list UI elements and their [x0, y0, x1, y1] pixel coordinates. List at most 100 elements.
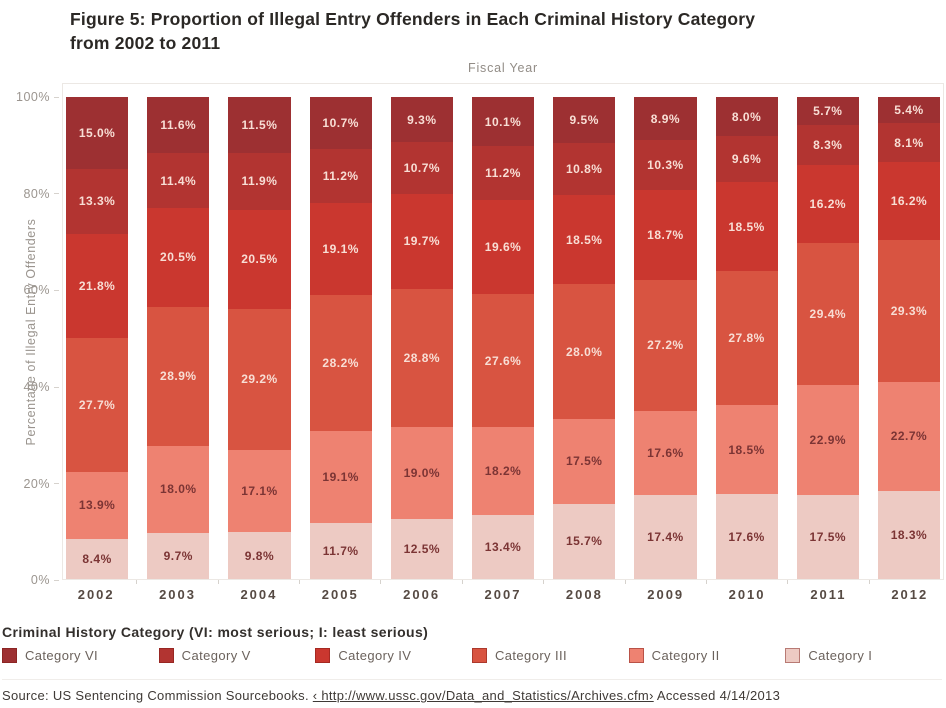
legend-swatch-category-vi [2, 648, 17, 664]
segment-category-i-2009: 17.4% [634, 495, 697, 580]
y-tick-label: 0% [30, 573, 50, 588]
segment-category-iv-2007: 19.6% [471, 199, 535, 295]
segment-value-label: 21.8% [78, 278, 116, 293]
segment-category-i-2005: 11.7% [309, 522, 372, 580]
segment-category-v-2002: 13.3% [66, 169, 129, 234]
segment-category-ii-2009: 17.6% [634, 410, 697, 496]
segment-value-label: 19.1% [322, 469, 359, 484]
x-axis-title: Fiscal Year [468, 61, 538, 76]
segment-category-iv-2009: 18.7% [634, 189, 697, 280]
segment-value-label: 28.0% [565, 344, 603, 359]
segment-value-label: 15.7% [565, 534, 603, 549]
x-tick-label-2012: 2012 [891, 587, 929, 603]
segment-category-ii-2007: 18.2% [471, 427, 535, 515]
segment-category-iii-2006: 28.8% [390, 288, 453, 428]
segment-value-label: 5.7% [813, 103, 843, 118]
segment-category-vi-2004: 11.5% [228, 97, 291, 153]
segment-category-iv-2003: 20.5% [147, 207, 210, 307]
segment-value-label: 9.6% [731, 151, 762, 166]
source-text: Source: US Sentencing Commission Sourceb… [2, 688, 309, 704]
y-tick-label: 60% [23, 283, 50, 298]
segment-category-i-2003: 9.7% [147, 532, 210, 580]
segment-category-iii-2008: 28.0% [553, 284, 616, 420]
y-tick-80: 80% [23, 187, 59, 201]
x-tick-label-2003: 2003 [146, 580, 220, 602]
bar-2005: 10.7% 11.2% 19.1% 28.2% 19.1% 11.7% [309, 97, 372, 580]
figure-title-line1: Figure 5: Proportion of Illegal Entry Of… [70, 9, 756, 29]
legend-label-category-v: Category V [181, 648, 251, 664]
source-accessed-text: Accessed 4/14/2013 [656, 688, 781, 704]
segment-value-label: 22.7% [890, 429, 928, 444]
segment-category-iv-2004: 20.5% [228, 210, 291, 309]
segment-category-iii-2007: 27.6% [471, 294, 535, 428]
segment-category-v-2011: 8.3% [796, 124, 859, 165]
segment-value-label: 18.0% [160, 482, 197, 497]
segment-value-label: 18.5% [565, 232, 603, 247]
x-tick-label-2002: 2002 [65, 580, 138, 602]
segment-category-vi-2010: 8.0% [715, 97, 778, 136]
stacked-bar-chart: Percentage of Illegal Entry Offenders 0%… [0, 83, 946, 602]
bar-2008: 9.5% 10.8% 18.5% 28.0% 17.5% 15.7% [553, 97, 616, 580]
segment-value-label: 8.1% [894, 135, 924, 150]
segment-category-vi-2009: 8.9% [634, 97, 697, 141]
segment-category-iii-2004: 29.2% [228, 308, 291, 450]
x-tick-label-2007: 2007 [472, 580, 545, 602]
legend-label-category-iii: Category III [495, 648, 567, 664]
segment-value-label: 17.5% [809, 530, 847, 545]
y-tick-mark [54, 289, 59, 291]
bar-2012: 5.4% 8.1% 16.2% 29.3% 22.7% 18.3% [877, 97, 941, 580]
legend-swatch-category-iii [472, 648, 487, 664]
segment-category-v-2005: 11.2% [309, 148, 372, 203]
segment-category-ii-2005: 19.1% [309, 430, 372, 523]
bar-2011: 5.7% 8.3% 16.2% 29.4% 22.9% 17.5% [796, 97, 859, 580]
segment-category-v-2010: 9.6% [715, 135, 778, 183]
y-tick-label: 80% [23, 186, 50, 201]
segment-value-label: 9.3% [407, 112, 437, 127]
segment-category-iii-2003: 28.9% [147, 306, 210, 446]
segment-category-i-2004: 9.8% [228, 531, 291, 580]
segment-value-label: 18.3% [890, 528, 928, 543]
y-tick-60: 60% [23, 283, 59, 297]
segment-value-label: 13.4% [484, 539, 522, 554]
y-tick-100: 100% [16, 90, 59, 104]
segment-value-label: 11.2% [485, 165, 521, 180]
segment-value-label: 10.7% [403, 160, 441, 175]
segment-category-iii-2010: 27.8% [715, 271, 778, 406]
segment-category-v-2009: 10.3% [634, 140, 697, 190]
figure-title-line2: from 2002 to 2011 [70, 32, 221, 53]
segment-category-v-2007: 11.2% [471, 145, 535, 200]
segment-value-label: 28.8% [403, 350, 441, 365]
segment-value-label: 16.2% [809, 196, 847, 211]
legend-item-category-iii: Category III [472, 648, 629, 664]
segment-category-ii-2011: 22.9% [796, 384, 859, 495]
x-tick-label-2004: 2004 [228, 580, 301, 602]
segment-value-label: 11.9% [241, 174, 278, 189]
segment-category-iv-2010: 18.5% [715, 182, 778, 272]
legend-label-category-ii: Category II [651, 648, 720, 664]
segment-value-label: 9.8% [244, 548, 275, 563]
segment-value-label: 27.6% [484, 353, 522, 368]
segment-category-i-2002: 8.4% [66, 538, 129, 580]
legend-label-category-iv: Category IV [338, 648, 412, 664]
segment-category-iii-2002: 27.7% [66, 338, 129, 472]
segment-value-label: 17.1% [241, 483, 278, 498]
segment-value-label: 8.0% [731, 109, 762, 124]
segment-category-iv-2006: 19.7% [390, 193, 453, 289]
segment-value-label: 18.5% [728, 442, 765, 457]
segment-value-label: 8.4% [82, 551, 112, 566]
segment-value-label: 17.6% [728, 529, 765, 544]
segment-value-label: 11.5% [241, 117, 278, 132]
segment-category-iv-2011: 16.2% [796, 164, 859, 243]
segment-category-v-2003: 11.4% [147, 153, 210, 208]
source-link[interactable]: ‹ http://www.ussc.gov/Data_and_Statistic… [312, 688, 654, 704]
y-axis-ticks: 0% 20% 40% 60% 80% 100% [5, 90, 61, 587]
segment-value-label: 17.5% [565, 454, 603, 469]
legend-item-category-vi: Category VI [2, 648, 159, 664]
segment-value-label: 20.5% [241, 252, 278, 267]
legend-swatch-category-v [158, 648, 174, 664]
segment-value-label: 10.3% [647, 157, 684, 172]
legend-item-category-iv: Category IV [315, 648, 472, 664]
segment-category-vi-2012: 5.4% [877, 97, 941, 124]
x-axis-labels: 2002 2003 2004 2005 2006 2007 2008 2009 2010 2011… [62, 580, 944, 603]
segment-category-vi-2008: 9.5% [553, 97, 616, 144]
